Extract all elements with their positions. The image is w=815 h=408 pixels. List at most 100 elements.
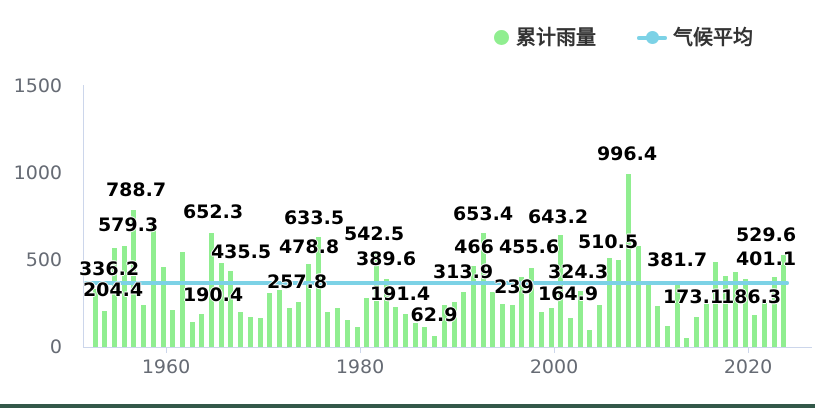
rainfall-bar[interactable] — [180, 252, 185, 347]
rainfall-bar[interactable] — [568, 318, 573, 347]
bar-value-label: 257.8 — [266, 271, 328, 293]
rainfall-bar[interactable] — [587, 330, 592, 347]
bar-value-label: 478.8 — [278, 236, 340, 258]
rainfall-bar[interactable] — [519, 277, 524, 347]
rainfall-bar[interactable] — [471, 266, 476, 347]
rainfall-bar[interactable] — [364, 298, 369, 347]
rainfall-bar[interactable] — [762, 303, 767, 347]
rainfall-bar[interactable] — [626, 174, 631, 347]
rainfall-bar[interactable] — [529, 268, 534, 347]
rainfall-bar[interactable] — [481, 233, 486, 347]
rainfall-bar[interactable] — [374, 253, 379, 347]
climate-average-legend-line-icon — [637, 30, 667, 45]
bar-value-label: 336.2 — [78, 258, 140, 280]
x-axis-tick-label: 2020 — [723, 356, 773, 378]
rainfall-bar[interactable] — [228, 271, 233, 347]
rainfall-bar[interactable] — [403, 314, 408, 347]
y-axis-tick-label: 1500 — [13, 75, 62, 97]
rainfall-bar[interactable] — [549, 308, 554, 347]
bar-value-label: 435.5 — [210, 241, 272, 263]
rainfall-bar[interactable] — [258, 318, 263, 347]
rainfall-bar[interactable] — [384, 279, 389, 347]
rainfall-bar[interactable] — [355, 327, 360, 347]
bar-value-label: 652.3 — [182, 201, 244, 223]
rainfall-bar[interactable] — [296, 302, 301, 347]
bar-value-label: 324.3 — [547, 261, 609, 283]
rainfall-bar[interactable] — [122, 246, 127, 347]
bar-value-label: 455.6 — [498, 236, 560, 258]
rainfall-bar[interactable] — [655, 306, 660, 347]
rainfall-bar[interactable] — [558, 235, 563, 347]
rainfall-bar[interactable] — [93, 289, 98, 347]
rainfall-bar[interactable] — [413, 323, 418, 347]
rainfall-bar[interactable] — [248, 317, 253, 347]
rainfall-bar[interactable] — [102, 311, 107, 347]
x-axis-tick-label: 2000 — [529, 356, 579, 378]
rainfall-bar[interactable] — [743, 279, 748, 347]
rainfall-bar[interactable] — [500, 304, 505, 347]
rainfall-legend-label: 累计雨量 — [516, 25, 596, 49]
rainfall-bar[interactable] — [665, 326, 670, 347]
rainfall-bar[interactable] — [694, 317, 699, 347]
rainfall-bar[interactable] — [161, 267, 166, 347]
rainfall-bar[interactable] — [772, 277, 777, 347]
rainfall-bar[interactable] — [316, 237, 321, 347]
rainfall-bar[interactable] — [781, 255, 786, 347]
y-axis-tick-label: 1000 — [13, 162, 62, 184]
rainfall-bar[interactable] — [238, 312, 243, 347]
bar-value-label: 173.1 — [662, 286, 724, 308]
rainfall-bar[interactable] — [267, 293, 272, 347]
rainfall-bar[interactable] — [190, 322, 195, 347]
rainfall-bar[interactable] — [325, 312, 330, 347]
x-axis-tick — [166, 347, 167, 353]
rainfall-bar[interactable] — [723, 276, 728, 347]
legend-item-climate-average[interactable]: 气候平均 — [637, 25, 753, 49]
rainfall-bar[interactable] — [704, 304, 709, 347]
bar-value-label: 190.4 — [182, 284, 244, 306]
bar-value-label: 542.5 — [343, 223, 405, 245]
rainfall-bar[interactable] — [646, 282, 651, 347]
rainfall-bar[interactable] — [141, 305, 146, 347]
rainfall-bar[interactable] — [675, 281, 680, 347]
rainfall-bar[interactable] — [490, 292, 495, 347]
rainfall-bar[interactable] — [752, 315, 757, 347]
rainfall-bar[interactable] — [199, 314, 204, 347]
rainfall-bar[interactable] — [578, 291, 583, 347]
rainfall-bar[interactable] — [616, 260, 621, 347]
rainfall-bar[interactable] — [393, 307, 398, 347]
rainfall-bar[interactable] — [636, 246, 641, 347]
rainfall-bar[interactable] — [345, 320, 350, 347]
bar-value-label: 62.9 — [410, 304, 458, 326]
rainfall-bar[interactable] — [510, 305, 515, 347]
rainfall-bar[interactable] — [442, 305, 447, 347]
rainfall-bar[interactable] — [607, 258, 612, 347]
rainfall-bar[interactable] — [170, 310, 175, 347]
rainfall-bar[interactable] — [287, 308, 292, 347]
rainfall-bar[interactable] — [684, 338, 689, 347]
bar-value-label: 579.3 — [97, 214, 159, 236]
rainfall-bar[interactable] — [461, 292, 466, 347]
rainfall-bar[interactable] — [219, 263, 224, 347]
rainfall-bar[interactable] — [112, 248, 117, 347]
x-axis-line — [83, 347, 812, 348]
y-axis-tick-label: 500 — [25, 249, 62, 271]
rainfall-bar[interactable] — [151, 225, 156, 347]
rainfall-bar[interactable] — [432, 336, 437, 347]
bar-value-label: 633.5 — [283, 207, 345, 229]
rainfall-bar[interactable] — [713, 262, 718, 347]
rainfall-bar[interactable] — [209, 233, 214, 347]
bar-value-label: 529.6 — [735, 224, 797, 246]
climate-average-line[interactable] — [84, 281, 789, 286]
rainfall-bar[interactable] — [277, 290, 282, 347]
rainfall-bar[interactable] — [335, 308, 340, 347]
rainfall-bar[interactable] — [733, 272, 738, 347]
rainfall-bar[interactable] — [597, 305, 602, 347]
rainfall-bar[interactable] — [539, 312, 544, 347]
bar-value-label: 788.7 — [105, 179, 167, 201]
legend-item-rainfall[interactable]: 累计雨量 — [494, 25, 596, 49]
x-axis-tick — [554, 347, 555, 353]
rainfall-bar[interactable] — [131, 210, 136, 347]
rainfall-bar[interactable] — [452, 302, 457, 347]
rainfall-bar[interactable] — [306, 264, 311, 347]
rainfall-bar[interactable] — [422, 327, 427, 347]
